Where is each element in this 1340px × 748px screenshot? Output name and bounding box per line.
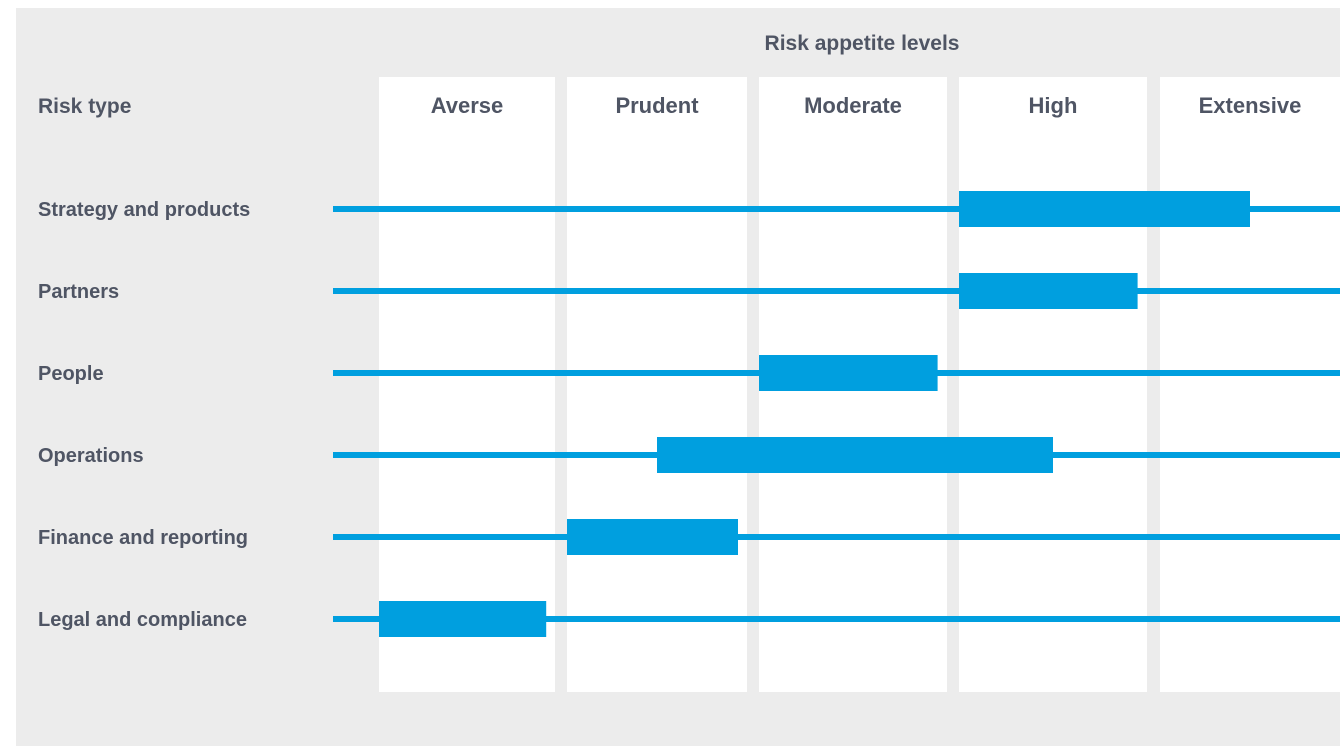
level-columns (379, 77, 1340, 692)
level-label-high: High (1029, 93, 1078, 118)
column-high (959, 77, 1147, 692)
row-label-finance-and-reporting: Finance and reporting (38, 527, 248, 549)
row-label-operations: Operations (38, 445, 144, 467)
row-line-finance-and-reporting (333, 534, 1340, 540)
range-bar-legal-and-compliance (379, 601, 547, 637)
level-label-moderate: Moderate (804, 93, 902, 118)
level-label-averse: Averse (431, 93, 504, 118)
level-label-prudent: Prudent (615, 93, 699, 118)
row-line-strategy-and-products (333, 206, 1340, 212)
row-label-legal-and-compliance: Legal and compliance (38, 609, 247, 631)
risk-type-header: Risk type (38, 95, 131, 118)
range-bar-people (759, 355, 938, 391)
range-bar-partners (959, 273, 1138, 309)
column-extensive (1160, 77, 1340, 692)
level-labels: Averse Prudent Moderate High Extensive (431, 93, 1302, 118)
range-bar-operations (657, 437, 1053, 473)
column-prudent (567, 77, 747, 692)
chart-title: Risk appetite levels (765, 32, 960, 55)
row-label-strategy-and-products: Strategy and products (38, 199, 250, 221)
range-bar-strategy-and-products (959, 191, 1250, 227)
range-bar-finance-and-reporting (567, 519, 738, 555)
row-line-partners (333, 288, 1340, 294)
column-averse (379, 77, 555, 692)
row-line-legal-and-compliance (333, 616, 1340, 622)
row-label-partners: Partners (38, 281, 119, 303)
row-label-people: People (38, 363, 104, 385)
risk-rows: Strategy and products Partners People Opera… (38, 191, 1340, 637)
level-label-extensive: Extensive (1199, 93, 1302, 118)
